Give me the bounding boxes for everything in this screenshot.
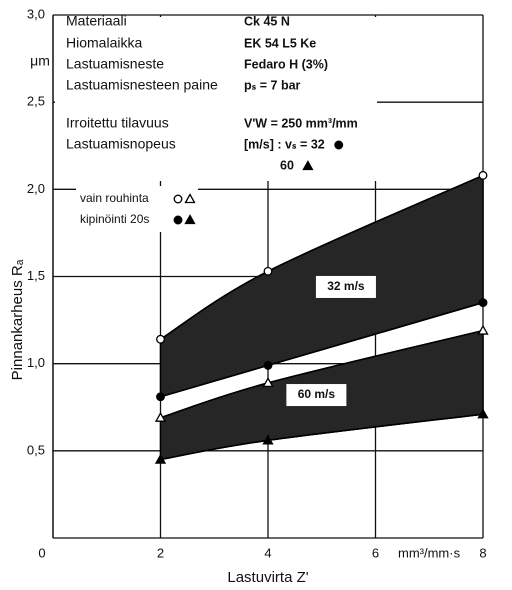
marker bbox=[302, 160, 314, 171]
band-label: 60 m/s bbox=[298, 387, 336, 401]
info-label: Lastuamisnesteen paine bbox=[66, 77, 218, 93]
info-value: 60 bbox=[280, 158, 294, 172]
series-line bbox=[160, 174, 484, 340]
plot: 32 m/s 60 m/s bbox=[154, 170, 489, 464]
y-axis-unit: μm bbox=[30, 53, 50, 69]
marker bbox=[263, 360, 273, 370]
x-tick-label: 4 bbox=[264, 545, 271, 560]
marker bbox=[154, 411, 167, 422]
y-tick-label: 1,5 bbox=[27, 268, 45, 283]
y-tick-label: 3,0 bbox=[27, 6, 45, 21]
y-axis-label: Pinnankarheus Rₐ bbox=[9, 259, 26, 380]
marker bbox=[477, 408, 489, 419]
info-value: [m/s] : vₛ = 32 bbox=[244, 137, 325, 151]
series-line bbox=[160, 413, 484, 461]
marker bbox=[262, 434, 274, 445]
series-line bbox=[160, 301, 484, 398]
marker bbox=[478, 298, 488, 308]
marker bbox=[334, 140, 344, 150]
marker bbox=[154, 453, 167, 464]
band-label: 32 m/s bbox=[327, 279, 365, 293]
marker bbox=[156, 392, 165, 402]
info-label: Materiaali bbox=[66, 13, 127, 29]
marker bbox=[184, 193, 196, 204]
info-value: EK 54 L5 Ke bbox=[244, 36, 316, 50]
band-label-box bbox=[286, 384, 347, 407]
band-label-box bbox=[315, 275, 376, 298]
legend-label: vain rouhinta bbox=[80, 191, 149, 205]
info-value: Ck 45 N bbox=[244, 14, 290, 28]
y-tick-label: 2,5 bbox=[27, 94, 45, 109]
x-tick-label: 6 bbox=[372, 545, 379, 560]
legend-label: kipinöinti 20s bbox=[80, 212, 149, 226]
x-axis-label: Lastuvirta Z' bbox=[227, 569, 308, 586]
marker bbox=[478, 170, 488, 180]
info-background bbox=[55, 17, 377, 181]
marker bbox=[477, 324, 489, 335]
info-label: Irroitettu tilavuus bbox=[66, 115, 169, 131]
x-tick-label: 2 bbox=[157, 545, 164, 560]
info-label: Lastuamisnopeus bbox=[66, 136, 176, 152]
y-tick-label: 2,0 bbox=[27, 181, 45, 196]
info-value: V'W = 250 mm³/mm bbox=[244, 116, 358, 130]
info-value: Fedaro H (3%) bbox=[244, 57, 328, 71]
marker bbox=[184, 214, 196, 225]
x-tick-label: 0 bbox=[38, 545, 45, 560]
marker bbox=[156, 334, 165, 344]
marker bbox=[173, 194, 183, 204]
marker bbox=[263, 266, 273, 276]
y-tick-label: 0,5 bbox=[27, 442, 45, 457]
y-tick-label: 1,0 bbox=[27, 355, 45, 370]
info-block: Materiaali Ck 45 N Hiomalaikka EK 54 L5 Ke L… bbox=[55, 13, 377, 232]
info-label: Lastuamisneste bbox=[66, 56, 164, 72]
x-tick-label: 8 bbox=[479, 545, 486, 560]
series-line bbox=[160, 329, 484, 419]
info-value: pₛ = 7 bar bbox=[244, 78, 301, 92]
x-axis-unit: mm³/mm·s bbox=[398, 545, 461, 560]
marker bbox=[262, 377, 274, 387]
marker bbox=[173, 215, 183, 225]
info-label: Hiomalaikka bbox=[66, 35, 142, 51]
